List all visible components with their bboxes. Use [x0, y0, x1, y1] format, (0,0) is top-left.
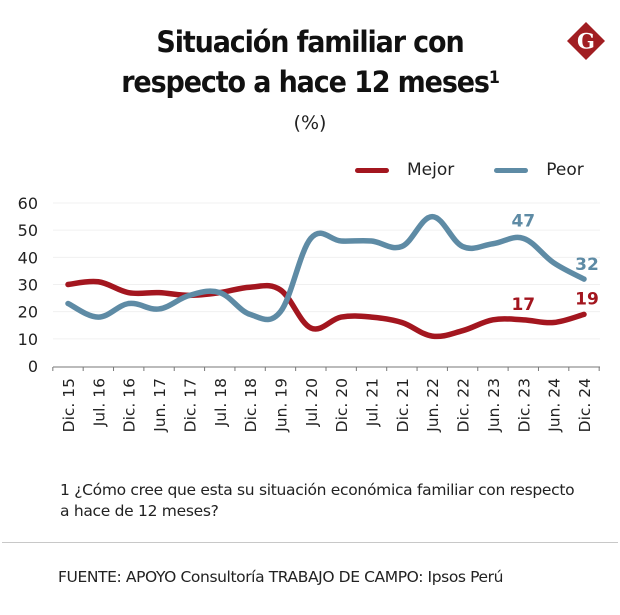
x-tick-label: Dic. 20 — [333, 378, 351, 432]
footnote: 1 ¿Cómo cree que esta su situación econó… — [60, 481, 575, 520]
y-tick-label: 60 — [18, 194, 38, 213]
data-label: 32 — [575, 255, 599, 275]
gestion-logo-icon: G — [567, 22, 605, 60]
x-tick-label: Dic. 15 — [60, 378, 78, 432]
x-tick-label: Jun. 23 — [485, 378, 503, 433]
x-tick-label: Dic. 24 — [576, 378, 594, 432]
series-line-mejor — [65, 278, 587, 340]
legend-swatch-peor — [494, 167, 529, 173]
x-tick-label: Jun. 22 — [424, 378, 442, 433]
series-peor: 47 32 — [65, 211, 599, 323]
x-tick-label: Jul. 21 — [364, 378, 382, 427]
x-tick-label: Jun. 17 — [151, 378, 169, 433]
y-tick-label: 0 — [28, 357, 38, 376]
y-tick-label: 10 — [18, 330, 38, 349]
series-mejor: 17 19 — [65, 278, 599, 340]
chart-title: Situación familiar con respecto a hace 1… — [22, 22, 599, 102]
logo-letter: G — [577, 29, 595, 54]
x-tick-label: Jul. 20 — [303, 378, 321, 427]
source-note: FUENTE: APOYO Consultoría TRABAJO DE CAM… — [58, 568, 504, 586]
x-tick-label: Jul. 16 — [90, 378, 108, 427]
x-tick-label: Dic. 22 — [455, 378, 473, 432]
title-line-1: Situación familiar con — [156, 25, 464, 59]
line-chart: 0 10 20 30 40 50 60 Dic. 15 Jul. 16 Dic. 16 Jun. 1… — [18, 194, 600, 433]
data-label: 47 — [511, 211, 535, 231]
y-tick-label: 40 — [18, 248, 38, 267]
x-tick-label: Dic. 21 — [394, 378, 412, 432]
title-line-2: respecto a hace 12 meses1 — [22, 62, 599, 102]
x-tick-label: Jul. 18 — [212, 378, 230, 427]
x-tick-label: Dic. 17 — [181, 378, 199, 432]
y-tick-label: 30 — [18, 276, 38, 295]
series-line-peor — [65, 213, 587, 323]
data-label: 19 — [575, 289, 599, 309]
x-tick-label: Dic. 16 — [121, 378, 139, 432]
legend-swatch-mejor — [355, 167, 389, 173]
legend-label-peor: Peor — [546, 160, 584, 180]
chart-subtitle: (%) — [293, 112, 327, 134]
x-tick-label: Jun. 24 — [546, 378, 564, 433]
legend-item-peor: Peor — [494, 160, 584, 180]
legend-label-mejor: Mejor — [407, 160, 455, 180]
divider — [2, 542, 618, 543]
title-superscript: 1 — [488, 68, 500, 88]
y-tick-label: 20 — [18, 303, 38, 322]
legend-item-mejor: Mejor — [355, 160, 454, 180]
x-tick-label: Dic. 23 — [515, 378, 533, 432]
x-tick-label: Jun. 19 — [272, 378, 290, 433]
x-tick-label: Dic. 18 — [242, 378, 260, 432]
chart-legend: Mejor Peor — [355, 157, 620, 183]
title-line-2-text: respecto a hace 12 meses — [121, 65, 490, 99]
data-label: 17 — [511, 295, 535, 315]
y-tick-label: 50 — [18, 221, 38, 240]
